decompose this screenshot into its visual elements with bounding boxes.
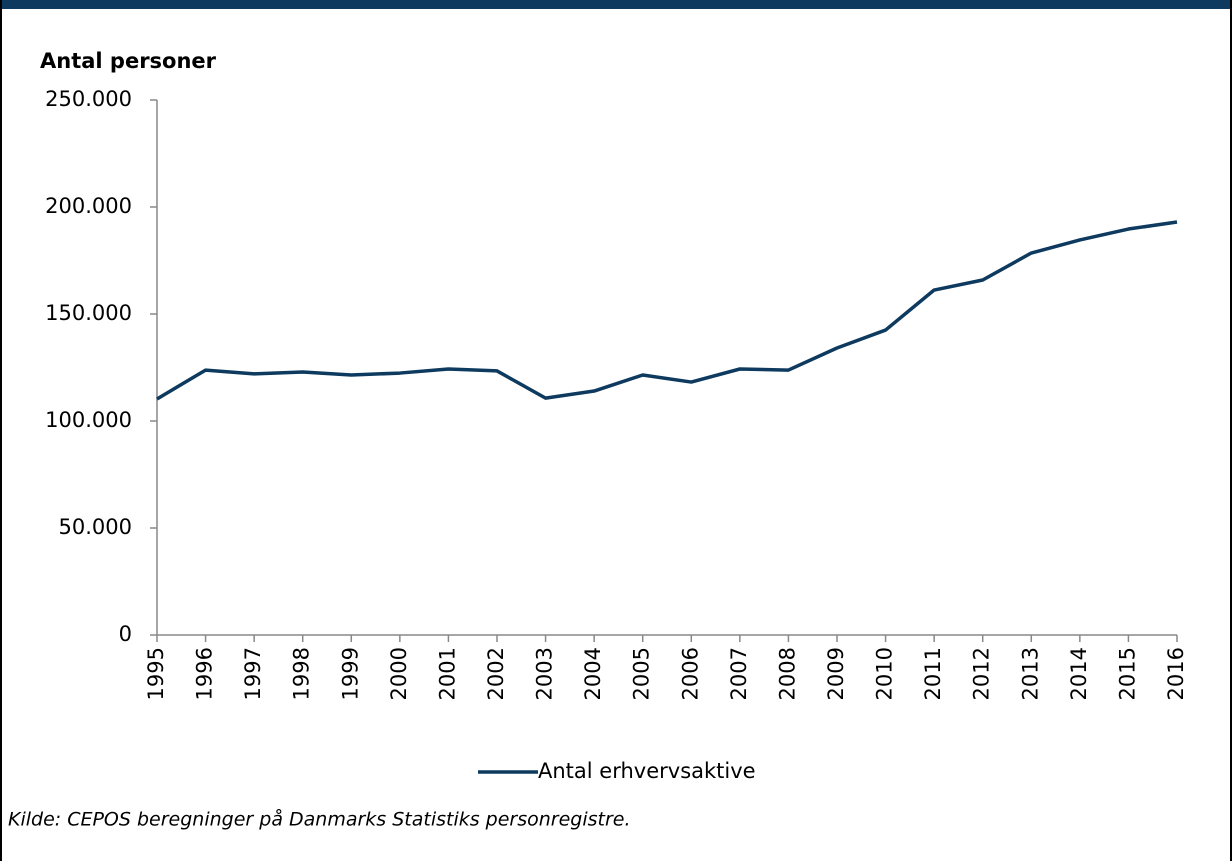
- x-tick-label: 1995: [144, 647, 168, 700]
- x-tick-label: 2010: [873, 647, 897, 700]
- x-tick-label: 2002: [484, 647, 508, 700]
- x-tick-label: 2016: [1164, 647, 1188, 700]
- x-tick-label: 2008: [775, 647, 799, 700]
- x-tick-label: 2012: [970, 647, 994, 700]
- x-tick-label: 2005: [630, 647, 654, 700]
- y-tick-label: 200.000: [45, 194, 132, 218]
- x-tick-label: 2001: [435, 647, 459, 700]
- x-tick-label: 2006: [678, 647, 702, 700]
- y-tick-label: 0: [119, 622, 132, 646]
- x-tick-label: 2003: [533, 647, 557, 700]
- y-tick-label: 50.000: [59, 515, 132, 539]
- x-tick-label: 2011: [921, 647, 945, 700]
- y-axis-label: Antal personer: [40, 49, 217, 73]
- x-tick-label: 2004: [581, 647, 605, 700]
- y-tick-label: 150.000: [45, 301, 132, 325]
- x-tick-label: 1998: [290, 647, 314, 700]
- x-tick-label: 1997: [241, 647, 265, 700]
- data-line: [156, 220, 1178, 401]
- x-tick-label: 1996: [193, 647, 217, 700]
- x-tick-label: 2009: [824, 647, 848, 700]
- x-tick-label: 2007: [727, 647, 751, 700]
- legend-label: Antal erhvervsaktive: [538, 759, 756, 783]
- x-tick-label: 2014: [1067, 647, 1091, 700]
- x-tick-label: 2015: [1115, 647, 1139, 700]
- x-tick-label: 2000: [387, 647, 411, 700]
- x-tick-label: 1999: [338, 647, 362, 700]
- y-tick-label: 100.000: [45, 408, 132, 432]
- source-note: Kilde: CEPOS beregninger på Danmarks Sta…: [8, 808, 631, 831]
- x-tick-label: 2013: [1018, 647, 1042, 700]
- title-band: [0, 0, 1232, 9]
- y-tick-label: 250.000: [45, 87, 132, 111]
